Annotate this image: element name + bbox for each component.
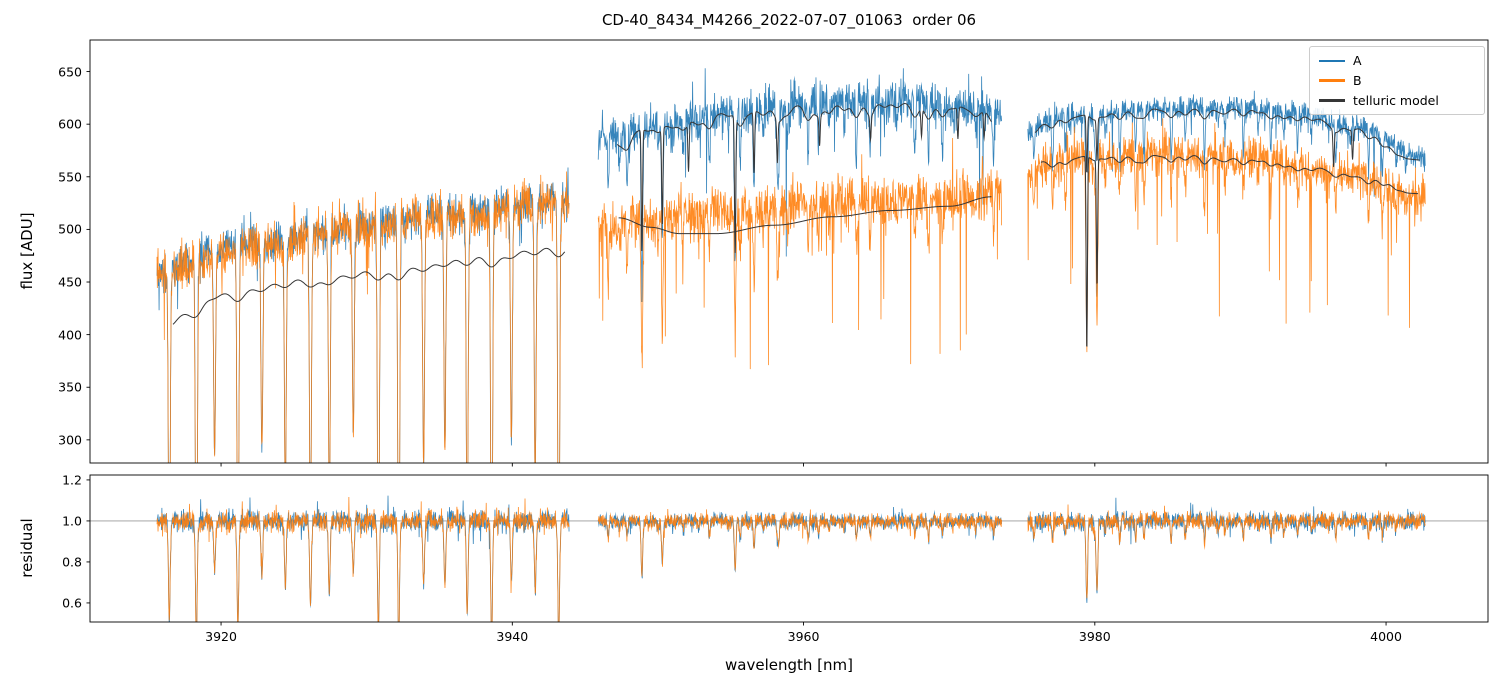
legend: A B telluric model xyxy=(1309,46,1485,116)
legend-swatch-a-line xyxy=(1319,59,1345,63)
y-axis-label-residual: residual xyxy=(18,518,36,578)
flux-y-tick-label: 350 xyxy=(58,379,82,395)
flux-y-tick-label: 400 xyxy=(58,327,82,343)
residual-y-tick-label: 1.2 xyxy=(62,472,82,488)
legend-swatch-telluric-line xyxy=(1319,99,1345,102)
legend-label-b: B xyxy=(1353,72,1362,88)
flux-y-tick-label: 650 xyxy=(58,64,82,80)
legend-swatch-b-line xyxy=(1319,79,1345,82)
legend-item-telluric-model: telluric model xyxy=(1319,92,1474,108)
legend-label-telluric-model: telluric model xyxy=(1353,92,1439,108)
residual-y-tick-label: 0.8 xyxy=(62,554,82,570)
y-axis-label-flux: flux [ADU] xyxy=(18,212,36,290)
flux-y-tick-label: 300 xyxy=(58,432,82,448)
legend-label-a: A xyxy=(1353,53,1362,68)
x-axis-label: wavelength [nm] xyxy=(725,656,853,674)
x-tick-label: 3920 xyxy=(205,629,237,644)
flux-y-tick-label: 500 xyxy=(58,221,82,237)
x-tick-label: 4000 xyxy=(1370,629,1402,644)
residual-y-tick-label: 1.0 xyxy=(62,513,82,529)
plot-title: CD-40_8434_M4266_2022-07-07_01063 order … xyxy=(601,11,977,29)
legend-item-a: A xyxy=(1319,54,1474,68)
legend-item-b: B xyxy=(1319,72,1474,88)
flux-y-tick-label: 450 xyxy=(58,274,82,290)
flux-y-tick-label: 550 xyxy=(58,169,82,185)
x-tick-label: 3940 xyxy=(496,629,529,644)
x-tick-label: 3980 xyxy=(1078,629,1111,644)
x-tick-label: 3960 xyxy=(787,629,820,644)
flux-y-tick-label: 600 xyxy=(58,116,82,132)
residual-y-tick-label: 0.6 xyxy=(62,595,82,611)
